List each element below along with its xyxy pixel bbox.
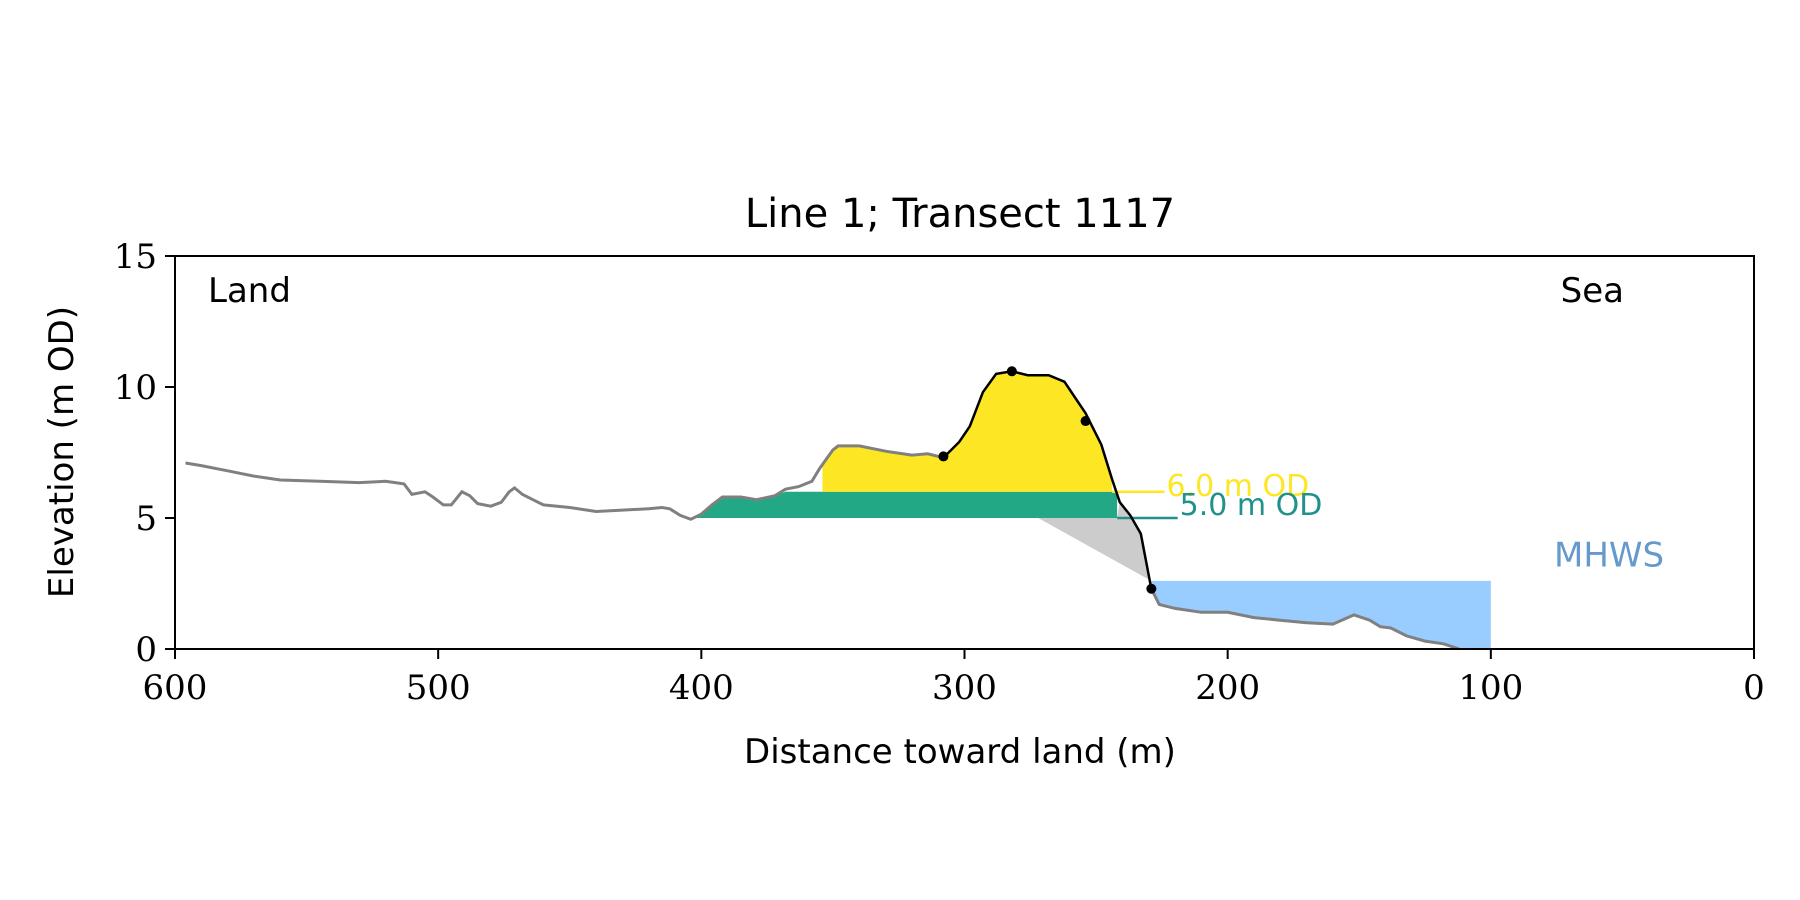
profile-lines [185, 370, 1460, 651]
land-label: Land [208, 271, 291, 311]
x-axis-label: Distance toward land (m) [744, 732, 1176, 772]
level-5m-label: 5.0 m OD [1180, 488, 1323, 523]
y-tick-label-5: 5 [135, 499, 157, 539]
profile-markers [938, 366, 1157, 594]
mhws-water-fill [1151, 580, 1491, 649]
band-5-6m-fill [696, 491, 1118, 518]
x-tick-label-0: 0 [1743, 668, 1765, 708]
y-tick-label-0: 0 [135, 630, 157, 670]
dune-profile-line [942, 370, 1153, 589]
profile-marker-3 [1146, 583, 1157, 594]
mhws-label: MHWS [1554, 535, 1664, 575]
axis-ticks: 600 500 400 300 200 100 0 0 5 10 15 [114, 237, 1765, 708]
x-tick-label-600: 600 [143, 668, 208, 708]
profile-marker-0 [938, 451, 949, 462]
beach-profile-line [1149, 588, 1460, 651]
profile-marker-1 [1006, 366, 1017, 377]
wedge-fill [1038, 502, 1152, 589]
sea-label: Sea [1561, 271, 1624, 311]
profile-marker-2 [1080, 416, 1091, 427]
y-tick-label-10: 10 [114, 368, 157, 408]
y-axis-label: Elevation (m OD) [42, 306, 82, 598]
x-tick-label-300: 300 [932, 668, 997, 708]
x-tick-label-400: 400 [669, 668, 734, 708]
area-fills [696, 371, 1491, 649]
land-profile-line [185, 444, 944, 521]
x-tick-label-200: 200 [1195, 668, 1260, 708]
y-tick-label-15: 15 [114, 237, 157, 277]
x-tick-label-500: 500 [406, 668, 471, 708]
level-6m-label: 6.0 m OD [1167, 469, 1310, 504]
chart-title: Line 1; Transect 1117 [745, 191, 1175, 237]
x-tick-label-100: 100 [1458, 668, 1523, 708]
